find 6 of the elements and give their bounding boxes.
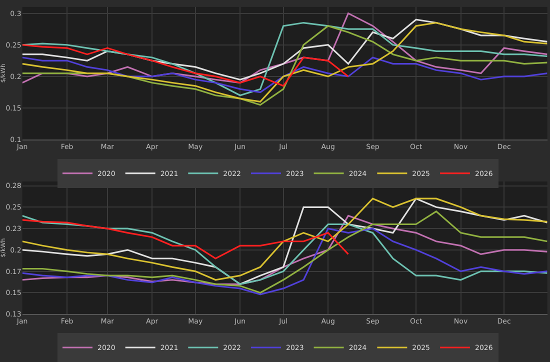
line-series <box>22 210 548 294</box>
line-series <box>22 56 548 94</box>
line-series <box>22 228 548 296</box>
line-series <box>22 214 548 285</box>
line-series <box>22 44 350 87</box>
line-series <box>22 219 350 260</box>
